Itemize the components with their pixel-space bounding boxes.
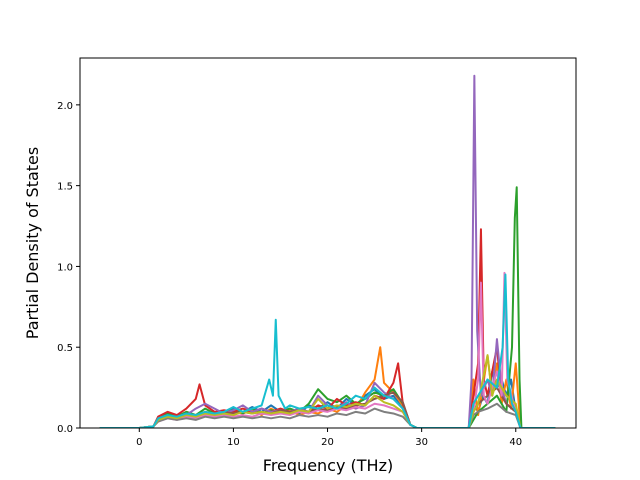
y-axis-label: Partial Density of States	[23, 147, 42, 339]
x-tick-label: 0	[136, 437, 142, 448]
x-axis-ticks: 0 10 20 30 40	[136, 428, 522, 448]
x-tick-label: 10	[227, 437, 240, 448]
pdos-series-9	[99, 354, 556, 428]
y-tick-label: 1.5	[57, 182, 73, 193]
pdos-series-10	[99, 273, 556, 428]
y-axis-ticks: 0.0 0.5 1.0 1.5 2.0	[57, 101, 80, 435]
x-axis-label: Frequency (THz)	[263, 456, 393, 475]
y-tick-label: 2.0	[57, 101, 73, 112]
x-tick-label: 30	[415, 437, 428, 448]
y-tick-label: 1.0	[57, 262, 73, 273]
x-tick-label: 20	[321, 437, 334, 448]
y-tick-label: 0.5	[57, 343, 73, 354]
series-layer	[99, 74, 556, 428]
x-tick-label: 40	[509, 437, 522, 448]
pdos-series-8	[99, 402, 556, 428]
y-tick-label: 0.0	[57, 424, 73, 435]
plot-frame	[79, 57, 577, 429]
